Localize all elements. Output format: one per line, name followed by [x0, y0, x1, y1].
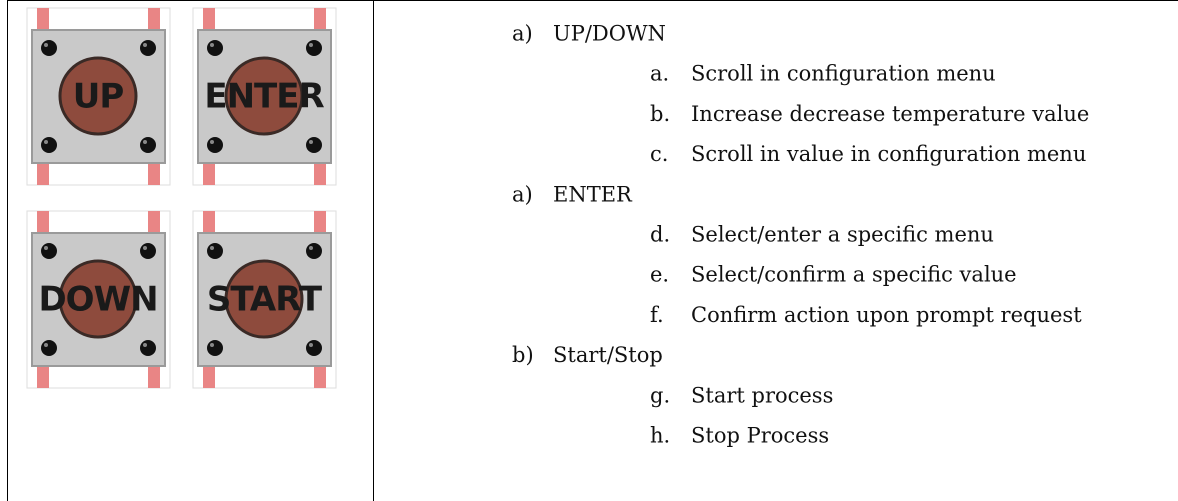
button-label: START [207, 280, 323, 320]
button-image: START [192, 210, 337, 389]
screw-shine [44, 140, 48, 144]
button-image: DOWN [26, 210, 171, 389]
list-marker: a) [512, 182, 533, 206]
screw [41, 137, 57, 153]
screw-shine [143, 246, 147, 250]
item-text: Stop Process [691, 424, 829, 448]
item-marker: f. [650, 303, 664, 327]
pin [148, 366, 160, 388]
item-marker: c. [650, 142, 668, 166]
button-cap [224, 56, 304, 136]
pin [314, 211, 326, 233]
item-marker: b. [650, 102, 670, 126]
screw [207, 243, 223, 259]
screw-shine [309, 43, 313, 47]
screw-shine [210, 140, 214, 144]
pin [148, 211, 160, 233]
button-image: ENTER [192, 7, 337, 186]
screw-shine [44, 43, 48, 47]
item-text: Scroll in value in configuration menu [691, 142, 1086, 166]
screw [306, 40, 322, 56]
pin [203, 366, 215, 388]
screw-shine [309, 246, 313, 250]
button-image: UP [26, 7, 171, 186]
pin [314, 366, 326, 388]
screw [140, 340, 156, 356]
screw-shine [143, 43, 147, 47]
pin [314, 8, 326, 30]
screw-shine [210, 343, 214, 347]
item-marker: h. [650, 424, 670, 448]
screw [41, 40, 57, 56]
item-text: Scroll in configuration menu [691, 62, 996, 86]
screw [207, 137, 223, 153]
screw [41, 340, 57, 356]
screw [41, 243, 57, 259]
list-heading: UP/DOWN [553, 22, 666, 46]
list-heading: ENTER [553, 182, 633, 206]
item-text: Start process [691, 383, 833, 407]
button-label: ENTER [204, 77, 324, 117]
screw-shine [44, 246, 48, 250]
item-marker: e. [650, 263, 669, 287]
button-cap [58, 259, 138, 339]
screw-shine [44, 343, 48, 347]
button-cap [224, 259, 304, 339]
screw [207, 340, 223, 356]
screw [306, 340, 322, 356]
screw-shine [210, 246, 214, 250]
list-heading: Start/Stop [553, 343, 663, 367]
pin [203, 211, 215, 233]
screw-shine [143, 343, 147, 347]
pin [148, 163, 160, 185]
item-marker: a. [650, 62, 669, 86]
pin [203, 8, 215, 30]
item-marker: g. [650, 383, 670, 407]
pin [37, 8, 49, 30]
screw [306, 137, 322, 153]
item-marker: d. [650, 223, 670, 247]
screw-shine [309, 140, 313, 144]
pin [37, 366, 49, 388]
pin [314, 163, 326, 185]
list-marker: b) [512, 343, 534, 367]
item-text: Select/enter a specific menu [691, 223, 994, 247]
screw [207, 40, 223, 56]
list-marker: a) [512, 22, 533, 46]
screw [140, 243, 156, 259]
button-label: UP [73, 77, 124, 117]
screw [140, 137, 156, 153]
screw-shine [143, 140, 147, 144]
button-cap [58, 56, 138, 136]
pin [203, 163, 215, 185]
button-label: DOWN [38, 280, 157, 320]
pin [148, 8, 160, 30]
screw [140, 40, 156, 56]
item-text: Increase decrease temperature value [691, 102, 1089, 126]
screw [306, 243, 322, 259]
item-text: Confirm action upon prompt request [691, 303, 1082, 327]
item-text: Select/confirm a specific value [691, 263, 1017, 287]
screw-shine [210, 43, 214, 47]
pin [37, 211, 49, 233]
screw-shine [309, 343, 313, 347]
pin [37, 163, 49, 185]
